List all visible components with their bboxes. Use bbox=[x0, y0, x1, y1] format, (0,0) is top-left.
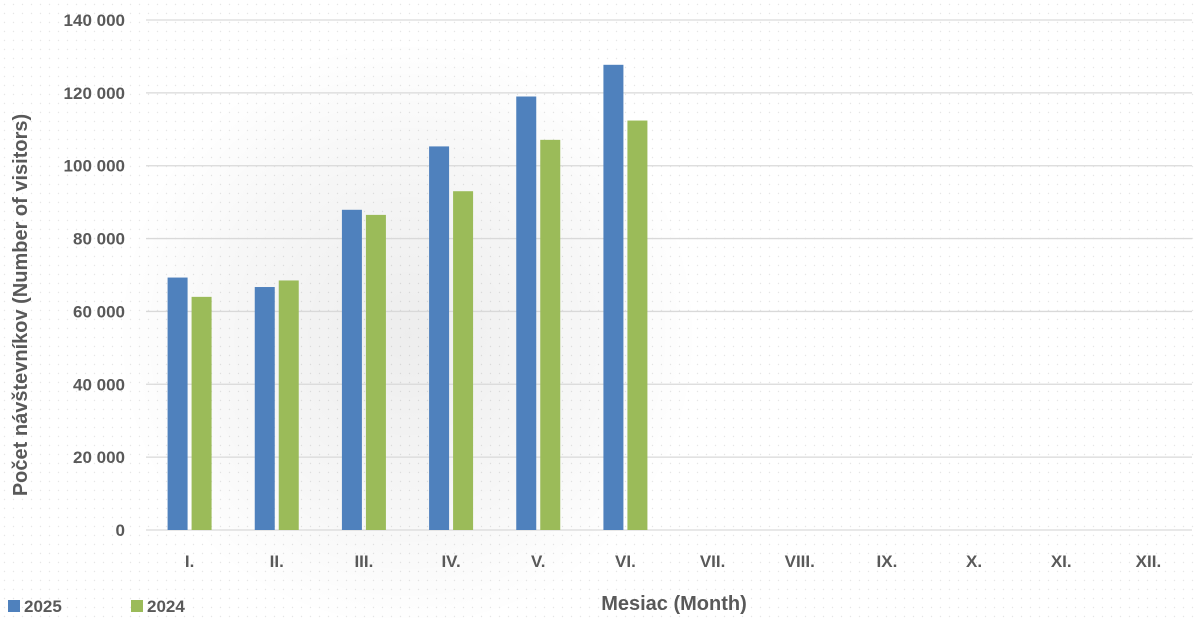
x-axis-label: Mesiac (Month) bbox=[601, 593, 747, 615]
legend-label: 2024 bbox=[147, 597, 185, 616]
x-tick-label: VIII. bbox=[785, 552, 815, 571]
bar-2024-1 bbox=[191, 296, 212, 530]
y-tick-label: 80 000 bbox=[73, 230, 125, 249]
x-tick-label: V. bbox=[531, 552, 546, 571]
bar-2025-6 bbox=[603, 64, 624, 531]
legend-label: 2025 bbox=[24, 597, 62, 616]
bar-2025-5 bbox=[516, 96, 537, 530]
bar-2025-3 bbox=[341, 209, 362, 531]
y-tick-label: 40 000 bbox=[73, 375, 125, 394]
bar-2024-3 bbox=[365, 214, 386, 530]
bar-2024-5 bbox=[540, 139, 561, 530]
x-tick-label: VI. bbox=[615, 552, 636, 571]
x-tick-label: X. bbox=[966, 552, 982, 571]
y-tick-label: 60 000 bbox=[73, 302, 125, 321]
x-tick-label: IX. bbox=[877, 552, 898, 571]
y-tick-label: 0 bbox=[116, 521, 125, 540]
y-tick-label: 20 000 bbox=[73, 448, 125, 467]
bar-2024-4 bbox=[453, 191, 474, 530]
x-tick-label: III. bbox=[354, 552, 373, 571]
legend: 2025 2024 bbox=[8, 597, 185, 616]
y-tick-label: 140 000 bbox=[64, 11, 125, 30]
x-tick-label: VII. bbox=[700, 552, 726, 571]
bar-2024-6 bbox=[627, 120, 648, 531]
bar-2025-4 bbox=[429, 146, 450, 530]
y-tick-label: 120 000 bbox=[64, 84, 125, 103]
legend-swatch bbox=[131, 600, 143, 612]
bar-2025-2 bbox=[254, 287, 275, 530]
x-tick-label: II. bbox=[270, 552, 284, 571]
x-tick-label: IV. bbox=[441, 552, 460, 571]
y-tick-label: 100 000 bbox=[64, 157, 125, 176]
x-tick-label: XI. bbox=[1051, 552, 1072, 571]
x-tick-label: XII. bbox=[1136, 552, 1162, 571]
x-tick-label: I. bbox=[185, 552, 194, 571]
y-axis-label: Počet návštevníkov (Number of visitors) bbox=[10, 114, 32, 496]
bar-2024-2 bbox=[278, 280, 299, 530]
legend-swatch bbox=[8, 600, 20, 612]
bar-2025-1 bbox=[167, 277, 188, 530]
